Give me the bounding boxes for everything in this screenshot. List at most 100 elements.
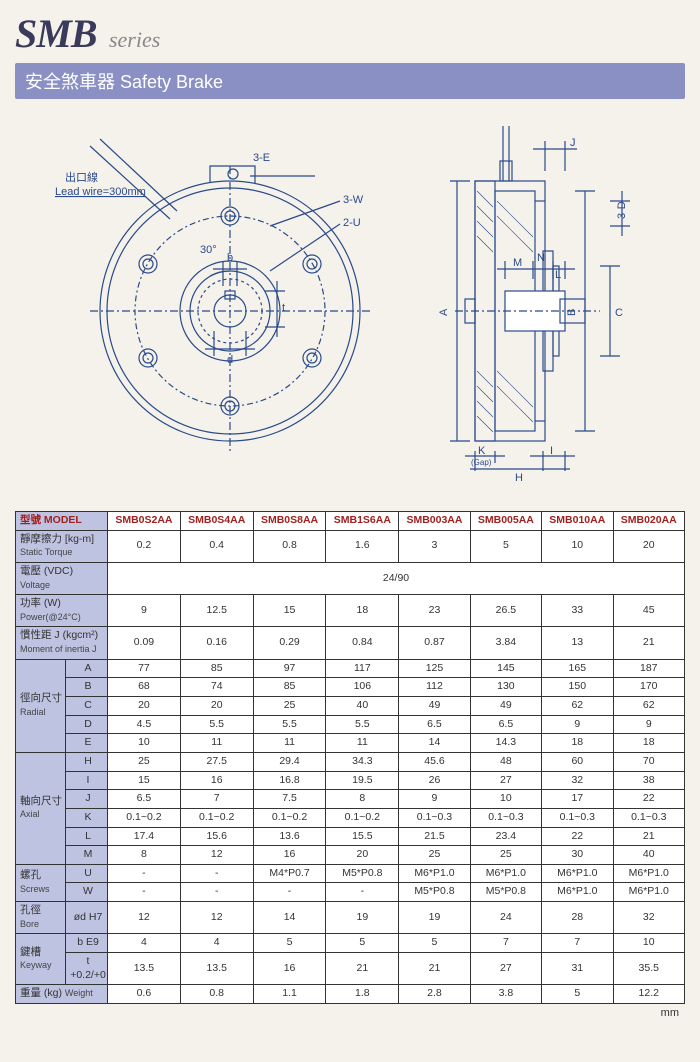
- cell: 27.5: [180, 752, 253, 771]
- cell: -: [108, 864, 181, 883]
- cell: 19: [326, 902, 399, 934]
- diagram-area: 出口線 Lead wire=300mm 3-E 3-W 2-U 30° b t …: [15, 111, 685, 491]
- cell: 21: [399, 953, 470, 985]
- cell: 16: [253, 846, 326, 865]
- group-header: 螺孔Screws: [16, 864, 66, 901]
- cell: 32: [542, 771, 613, 790]
- table-row: C2020254049496262: [16, 697, 685, 716]
- model-header: 型號 MODEL: [16, 512, 108, 531]
- cell: 0.1~0.3: [542, 808, 613, 827]
- spec-table: 型號 MODEL SMB0S2AA SMB0S4AA SMB0S8AA SMB1…: [15, 511, 685, 1004]
- cell: 19.5: [326, 771, 399, 790]
- subtitle-cn: 安全煞車器: [25, 72, 115, 92]
- lead-wire-en: Lead wire=300mm: [55, 186, 146, 198]
- cell: 18: [542, 734, 613, 753]
- cell: 8: [326, 790, 399, 809]
- cell: -: [326, 883, 399, 902]
- series-text: series: [109, 27, 160, 52]
- dim-key: A: [66, 659, 108, 678]
- cell: 4: [180, 934, 253, 953]
- cell: 20: [180, 697, 253, 716]
- cell: M6*P1.0: [542, 883, 613, 902]
- row-voltage: 電壓 (VDC) Voltage 24/90: [16, 562, 685, 594]
- cell: 8: [108, 846, 181, 865]
- cell: 170: [613, 678, 684, 697]
- dim-key: I: [66, 771, 108, 790]
- cell: 14.3: [470, 734, 541, 753]
- dim-t: t: [282, 302, 285, 314]
- cell: 14: [253, 902, 326, 934]
- diagram-front: 出口線 Lead wire=300mm 3-E 3-W 2-U 30° b t …: [55, 111, 385, 481]
- cell: 15.6: [180, 827, 253, 846]
- dim-m: M: [513, 257, 522, 269]
- dim-i: I: [550, 445, 553, 457]
- dim-b: b: [227, 252, 233, 264]
- cell: 68: [108, 678, 181, 697]
- cell: 12: [180, 902, 253, 934]
- cell: 23.4: [470, 827, 541, 846]
- table-row: 軸向尺寸AxialH2527.529.434.345.6486070: [16, 752, 685, 771]
- cell: 49: [470, 697, 541, 716]
- cell: 7: [542, 934, 613, 953]
- cell: 17: [542, 790, 613, 809]
- dim-key: b E9: [66, 934, 108, 953]
- cell: 40: [326, 697, 399, 716]
- cell: 5.5: [253, 715, 326, 734]
- cell: 60: [542, 752, 613, 771]
- model-3: SMB1S6AA: [326, 512, 399, 531]
- cell: 45.6: [399, 752, 470, 771]
- cell: 130: [470, 678, 541, 697]
- cell: 38: [613, 771, 684, 790]
- model-2: SMB0S8AA: [253, 512, 326, 531]
- cell: 5: [399, 934, 470, 953]
- cell: -: [108, 883, 181, 902]
- cell: 18: [613, 734, 684, 753]
- cell: M5*P0.8: [326, 864, 399, 883]
- cell: M4*P0.7: [253, 864, 326, 883]
- dim-key: E: [66, 734, 108, 753]
- dim-key: H: [66, 752, 108, 771]
- cell: M6*P1.0: [399, 864, 470, 883]
- table-row: I151616.819.526273238: [16, 771, 685, 790]
- dim-key: J: [66, 790, 108, 809]
- cell: 7.5: [253, 790, 326, 809]
- cell: -: [180, 883, 253, 902]
- label-3w: 3-W: [343, 194, 364, 206]
- cell: 13.6: [253, 827, 326, 846]
- cell: 15: [108, 771, 181, 790]
- row-torque: 靜摩擦力 [kg-m] Static Torque 0.2 0.4 0.8 1.…: [16, 530, 685, 562]
- table-row: 螺孔ScrewsU--M4*P0.7M5*P0.8M6*P1.0M6*P1.0M…: [16, 864, 685, 883]
- label-2u: 2-U: [343, 217, 361, 229]
- subtitle-bar: 安全煞車器 Safety Brake: [15, 63, 685, 99]
- cell: 27: [470, 771, 541, 790]
- cell: 13.5: [108, 953, 181, 985]
- cell: 165: [542, 659, 613, 678]
- table-row: 鍵槽Keywayb E9445557710: [16, 934, 685, 953]
- dim-b2: B: [566, 309, 578, 316]
- cell: 9: [613, 715, 684, 734]
- cell: 29.4: [253, 752, 326, 771]
- cell: 12: [108, 902, 181, 934]
- cell: 6.5: [108, 790, 181, 809]
- cell: 6.5: [470, 715, 541, 734]
- cell: 49: [399, 697, 470, 716]
- group-header: 徑向尺寸Radial: [16, 659, 66, 752]
- table-row: K0.1~0.20.1~0.20.1~0.20.1~0.20.1~0.30.1~…: [16, 808, 685, 827]
- cell: 62: [613, 697, 684, 716]
- cell: 12: [180, 846, 253, 865]
- cell: 32: [613, 902, 684, 934]
- cell: 22: [613, 790, 684, 809]
- cell: M6*P1.0: [542, 864, 613, 883]
- dim-key: B: [66, 678, 108, 697]
- model-7: SMB020AA: [613, 512, 684, 531]
- cell: 4.5: [108, 715, 181, 734]
- dim-key: W: [66, 883, 108, 902]
- label-3e: 3-E: [253, 152, 270, 164]
- cell: 48: [470, 752, 541, 771]
- cell: 34.3: [326, 752, 399, 771]
- cell: 16: [180, 771, 253, 790]
- group-header: 鍵槽Keyway: [16, 934, 66, 985]
- main-title: SMB: [15, 10, 97, 57]
- table-row: E101111111414.31818: [16, 734, 685, 753]
- cell: 15.5: [326, 827, 399, 846]
